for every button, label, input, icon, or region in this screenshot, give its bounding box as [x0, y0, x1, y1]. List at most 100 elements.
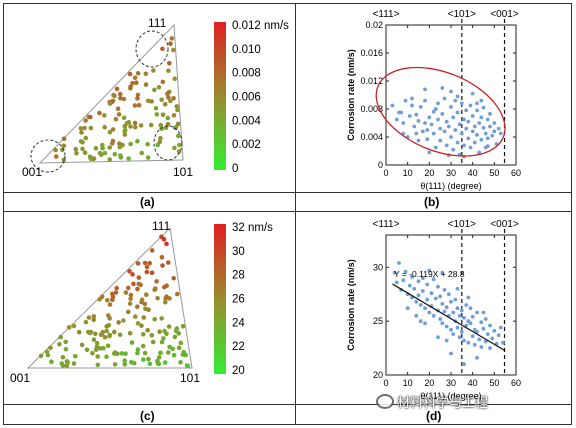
ipf-point [102, 335, 108, 340]
ipf-point [168, 41, 173, 46]
data-point [459, 330, 464, 334]
ipf-point [117, 91, 123, 97]
data-point [483, 317, 488, 321]
data-point [420, 289, 425, 293]
data-point [468, 145, 473, 150]
ipf-point [83, 118, 88, 123]
data-point [466, 119, 471, 124]
ipf-point [61, 136, 67, 142]
ipf-point [83, 319, 89, 325]
y-axis-label: Corrosion rate (nm/s) [346, 259, 356, 351]
data-point [455, 94, 460, 99]
ipf-point [176, 133, 181, 139]
ipf-point [144, 264, 150, 270]
watermark: 材料科学与工程 [376, 392, 488, 411]
ipf-point [98, 332, 104, 338]
ipf-point [142, 301, 148, 307]
x-axis-label: θ(111) (degree) [420, 391, 481, 401]
data-point [427, 268, 432, 273]
ipf-point [53, 147, 58, 153]
ipf-point [175, 121, 181, 127]
ipf-point [175, 107, 180, 113]
ipf-point [136, 275, 142, 280]
ipf-point [91, 317, 96, 323]
ipf-point [76, 329, 82, 335]
ipf-point [127, 301, 133, 306]
ipf-point [174, 104, 180, 109]
ipf-point [128, 292, 134, 298]
data-point [440, 270, 445, 275]
data-point [412, 124, 417, 129]
ipf-point [135, 92, 141, 98]
x-tick-label: 10 [403, 168, 413, 178]
ipf-point [135, 96, 140, 101]
data-point [405, 306, 410, 311]
data-point [394, 117, 399, 122]
ipf-point [102, 124, 107, 130]
data-point [423, 87, 427, 92]
ipf-point [112, 329, 117, 335]
data-point [449, 351, 453, 356]
data-point [436, 101, 440, 106]
data-point [475, 108, 479, 113]
data-point [442, 129, 447, 134]
ipf-point [141, 357, 146, 362]
ipf-point [73, 146, 78, 152]
ipf-point [101, 345, 106, 351]
wechat-icon [376, 394, 394, 409]
ipf-point [173, 328, 179, 334]
direction-label: <001> [490, 219, 519, 230]
data-point [468, 103, 473, 108]
ipf-point [113, 290, 119, 295]
ipf-point [54, 154, 59, 159]
data-point [481, 310, 486, 315]
divider-middle [3, 211, 572, 212]
colorbar-tick-label: 0.006 [232, 92, 261, 104]
figure-frame [3, 3, 572, 425]
ipf-point [165, 91, 170, 96]
ipf-point [110, 291, 115, 297]
ipf-point [115, 106, 121, 111]
ipf-point [133, 314, 138, 319]
data-point [455, 325, 460, 330]
ipf-point [146, 356, 151, 362]
data-point [470, 334, 475, 339]
fit-equation: Y = -0.119X + 28.8 [394, 269, 465, 279]
data-point [483, 131, 488, 136]
ipf-point [142, 350, 148, 356]
data-point [470, 129, 475, 134]
ipf-point [88, 114, 93, 120]
ipf-point [168, 98, 173, 104]
ipf-point [99, 294, 105, 300]
ipf-point [88, 125, 94, 131]
ipf-point [127, 330, 133, 336]
ipf-point [118, 153, 123, 158]
y-tick-label: 0.012 [360, 76, 383, 86]
ipf-point [107, 145, 112, 150]
ipf-point [122, 362, 128, 367]
data-point [457, 335, 462, 340]
ipf-point [63, 346, 69, 352]
data-point [436, 117, 440, 122]
data-point [416, 119, 421, 123]
ipf-point [153, 106, 159, 111]
colorbar-tick-label: 28 [232, 270, 245, 282]
data-point [425, 128, 430, 132]
data-point [427, 115, 432, 120]
ipf-point [61, 143, 67, 149]
data-point [479, 345, 484, 349]
ipf-point [159, 316, 164, 321]
ipf-point [157, 329, 162, 335]
ipf-point [181, 349, 187, 355]
data-point [418, 303, 423, 307]
ipf-point [143, 82, 149, 87]
colorbar-tick-label: 0 [232, 163, 238, 175]
data-point [423, 98, 427, 103]
data-point [464, 108, 469, 113]
ipf-point [122, 358, 127, 363]
ipf-point [163, 125, 169, 130]
ipf-point [95, 354, 100, 359]
ipf-point [93, 146, 99, 151]
ipf-point [58, 334, 63, 340]
ipf-point [171, 275, 176, 281]
